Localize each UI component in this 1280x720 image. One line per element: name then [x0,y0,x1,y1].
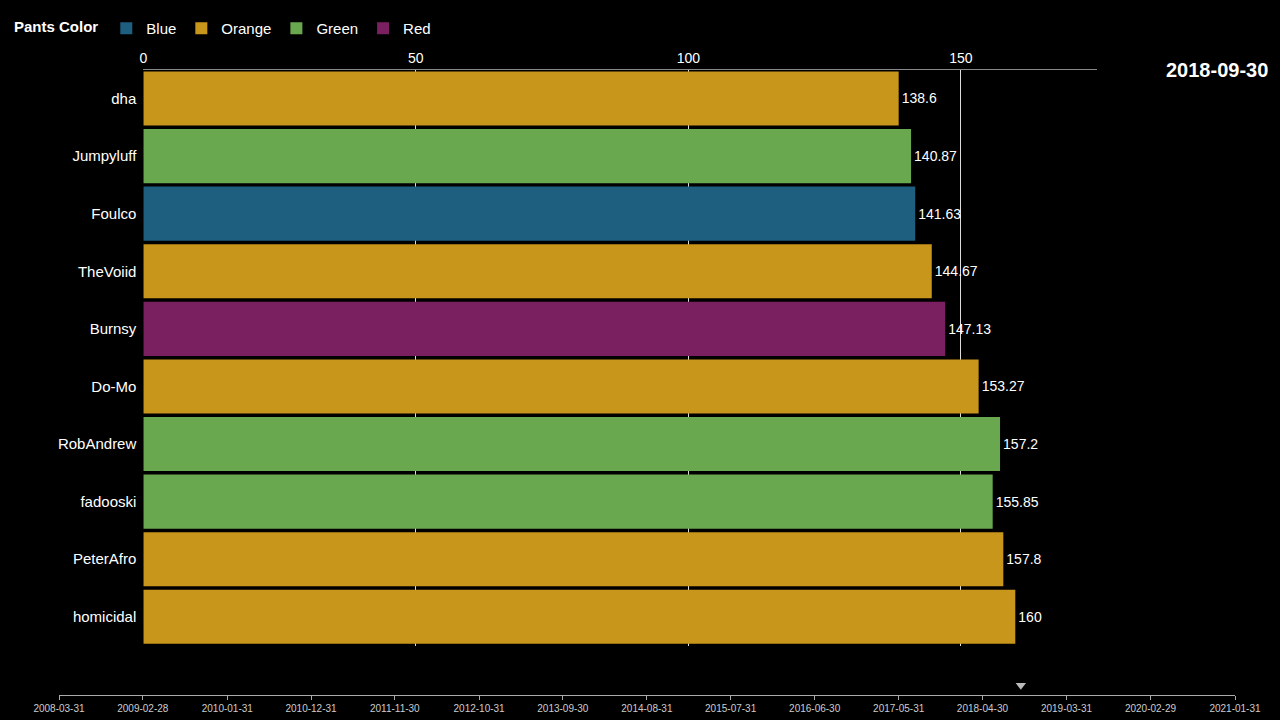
svg-text:140.87: 140.87 [914,148,957,164]
svg-text:2012-10-31: 2012-10-31 [454,703,506,714]
svg-text:Foulco: Foulco [91,205,136,222]
svg-text:150: 150 [949,50,973,66]
svg-text:Green: Green [316,20,358,37]
svg-text:157.8: 157.8 [1006,551,1041,567]
svg-text:2017-05-31: 2017-05-31 [873,703,925,714]
svg-text:50: 50 [408,50,424,66]
svg-text:0: 0 [139,50,147,66]
svg-text:155.85: 155.85 [996,494,1039,510]
svg-text:fadooski: fadooski [80,493,136,510]
svg-text:Orange: Orange [221,20,271,37]
svg-text:dha: dha [111,90,137,107]
svg-text:2019-03-31: 2019-03-31 [1041,703,1093,714]
svg-text:147.13: 147.13 [948,321,991,337]
svg-text:2010-01-31: 2010-01-31 [202,703,254,714]
svg-text:138.6: 138.6 [902,90,937,106]
svg-text:2013-09-30: 2013-09-30 [537,703,589,714]
svg-text:2018-09-30: 2018-09-30 [1166,59,1268,81]
svg-text:2011-11-30: 2011-11-30 [370,703,420,714]
svg-text:2010-12-31: 2010-12-31 [285,703,337,714]
svg-text:141.63: 141.63 [918,206,961,222]
svg-text:160: 160 [1018,609,1042,625]
svg-text:2015-07-31: 2015-07-31 [705,703,757,714]
svg-text:2018-04-30: 2018-04-30 [957,703,1009,714]
svg-text:Blue: Blue [146,20,176,37]
svg-text:2014-08-31: 2014-08-31 [621,703,673,714]
svg-text:PeterAfro: PeterAfro [73,550,136,567]
svg-text:2009-02-28: 2009-02-28 [117,703,169,714]
svg-text:TheVoiid: TheVoiid [78,263,136,280]
svg-text:Burnsy: Burnsy [90,320,137,337]
svg-text:100: 100 [677,50,701,66]
svg-text:2008-03-31: 2008-03-31 [33,703,85,714]
svg-text:Red: Red [403,20,431,37]
svg-text:144.67: 144.67 [935,263,978,279]
svg-text:Do-Mo: Do-Mo [91,378,136,395]
svg-text:2020-02-29: 2020-02-29 [1125,703,1177,714]
svg-text:Jumpyluff: Jumpyluff [72,147,137,164]
svg-text:153.27: 153.27 [982,378,1025,394]
svg-text:2016-06-30: 2016-06-30 [789,703,841,714]
svg-text:RobAndrew: RobAndrew [58,435,137,452]
svg-text:157.2: 157.2 [1003,436,1038,452]
svg-text:Pants Color: Pants Color [14,18,98,35]
svg-text:homicidal: homicidal [73,608,136,625]
svg-text:2021-01-31: 2021-01-31 [1209,703,1261,714]
